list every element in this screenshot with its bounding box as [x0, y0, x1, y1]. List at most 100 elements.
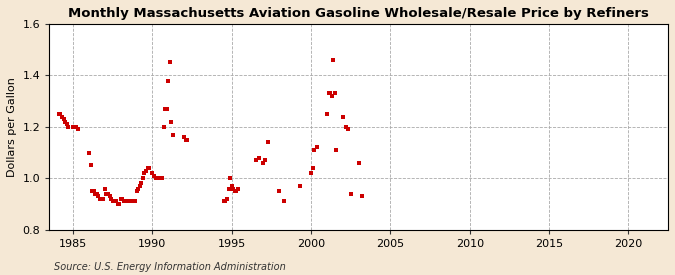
Y-axis label: Dollars per Gallon: Dollars per Gallon [7, 77, 17, 177]
Point [260, 158, 271, 163]
Point [68, 125, 78, 129]
Point [128, 199, 139, 204]
Point [57, 114, 68, 119]
Point [113, 202, 124, 206]
Point [160, 107, 171, 111]
Point [131, 189, 142, 193]
Point [294, 184, 305, 188]
Point [85, 163, 96, 168]
Point [60, 119, 71, 124]
Point [263, 140, 273, 144]
Point [144, 166, 155, 170]
Point [142, 166, 153, 170]
Point [126, 199, 137, 204]
Point [279, 199, 290, 204]
Point [341, 125, 352, 129]
Point [112, 202, 123, 206]
Point [180, 138, 191, 142]
Point [223, 186, 234, 191]
Point [353, 161, 364, 165]
Point [158, 125, 169, 129]
Point [147, 171, 158, 175]
Point [167, 132, 178, 137]
Point [182, 138, 193, 142]
Point [219, 199, 230, 204]
Point [329, 91, 340, 96]
Point [309, 148, 320, 152]
Point [225, 176, 236, 180]
Point [120, 199, 131, 204]
Point [130, 199, 140, 204]
Point [274, 189, 285, 193]
Point [98, 197, 109, 201]
Point [134, 184, 145, 188]
Point [356, 194, 367, 199]
Point [161, 107, 172, 111]
Point [101, 192, 112, 196]
Point [331, 148, 342, 152]
Point [153, 176, 164, 180]
Point [342, 127, 353, 132]
Point [138, 176, 148, 180]
Point [99, 186, 110, 191]
Point [111, 199, 122, 204]
Point [88, 189, 99, 193]
Point [221, 197, 232, 201]
Point [152, 176, 163, 180]
Point [338, 114, 348, 119]
Point [106, 197, 117, 201]
Point [140, 168, 151, 173]
Point [133, 186, 144, 191]
Point [118, 199, 129, 204]
Point [70, 125, 80, 129]
Point [326, 94, 337, 98]
Point [55, 112, 65, 116]
Point [150, 176, 161, 180]
Point [328, 58, 339, 62]
Point [122, 199, 132, 204]
Point [58, 117, 69, 121]
Point [63, 125, 74, 129]
Point [220, 199, 231, 204]
Point [125, 199, 136, 204]
Point [92, 192, 103, 196]
Point [90, 192, 101, 196]
Point [155, 176, 166, 180]
Point [139, 171, 150, 175]
Point [103, 192, 113, 196]
Point [258, 161, 269, 165]
Point [115, 197, 126, 201]
Point [124, 199, 134, 204]
Point [306, 171, 317, 175]
Point [71, 125, 82, 129]
Point [325, 91, 335, 96]
Point [253, 156, 264, 160]
Point [109, 199, 119, 204]
Point [179, 135, 190, 139]
Point [165, 60, 176, 65]
Point [61, 122, 72, 127]
Point [117, 197, 128, 201]
Point [136, 181, 146, 186]
Point [148, 174, 159, 178]
Text: Source: U.S. Energy Information Administration: Source: U.S. Energy Information Administ… [54, 262, 286, 272]
Point [230, 189, 240, 193]
Point [228, 186, 239, 191]
Point [231, 189, 242, 193]
Point [312, 145, 323, 150]
Point [72, 127, 83, 132]
Point [53, 112, 64, 116]
Point [163, 78, 173, 83]
Point [95, 197, 105, 201]
Point [93, 194, 104, 199]
Point [84, 150, 95, 155]
Title: Monthly Massachusetts Aviation Gasoline Wholesale/Resale Price by Refiners: Monthly Massachusetts Aviation Gasoline … [68, 7, 649, 20]
Point [323, 91, 334, 96]
Point [346, 192, 356, 196]
Point [97, 197, 107, 201]
Point [250, 158, 261, 163]
Point [233, 186, 244, 191]
Point [166, 119, 177, 124]
Point [86, 189, 97, 193]
Point [157, 176, 167, 180]
